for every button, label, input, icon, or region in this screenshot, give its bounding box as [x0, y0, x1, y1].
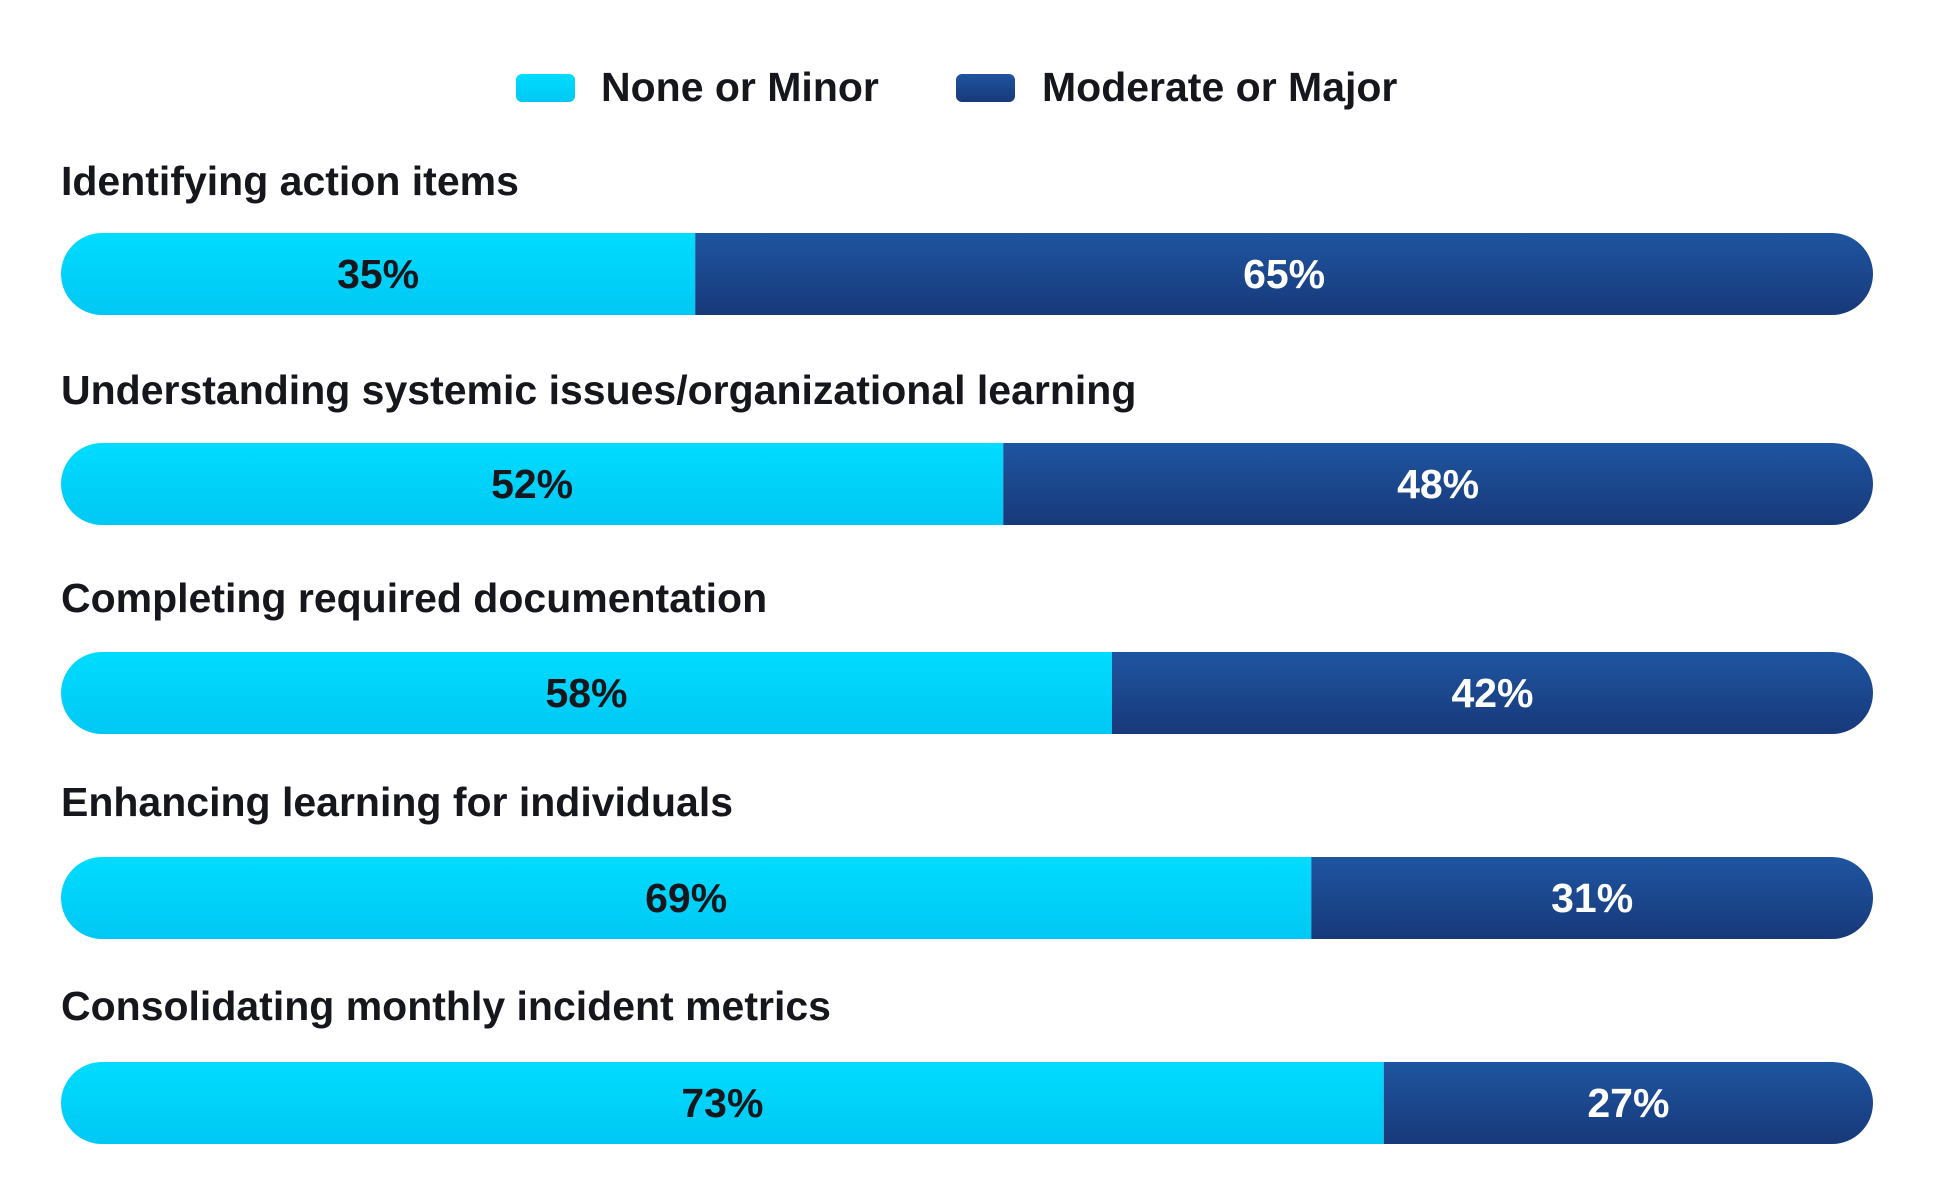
bar-segment-none-or-minor: [61, 652, 1112, 734]
category-label: Identifying action items: [61, 158, 519, 204]
bar-row: Identifying action items 35% 65%: [61, 158, 1874, 315]
data-label-none-or-minor: 52%: [491, 461, 573, 507]
data-label-none-or-minor: 35%: [337, 251, 419, 297]
legend-swatch-none-or-minor: [516, 74, 575, 102]
bar-segment-none-or-minor: [61, 233, 696, 315]
data-label-none-or-minor: 69%: [645, 875, 727, 921]
data-label-moderate-or-major: 42%: [1451, 670, 1533, 716]
bar-segment-none-or-minor: [61, 1062, 1384, 1144]
bar-segment-moderate-or-major: [1003, 443, 1873, 525]
data-label-moderate-or-major: 27%: [1587, 1080, 1669, 1126]
data-label-none-or-minor: 58%: [545, 670, 627, 716]
chart-rows: Identifying action items 35% 65% Understand…: [61, 158, 1874, 1144]
bar-segment-moderate-or-major: [695, 233, 1874, 315]
legend-label-moderate-or-major: Moderate or Major: [1042, 64, 1397, 110]
legend-swatch-moderate-or-major: [956, 74, 1015, 102]
data-label-moderate-or-major: 48%: [1397, 461, 1479, 507]
bar-row: Enhancing learning for individuals 69% 31%: [61, 779, 1873, 939]
bar-row: Completing required documentation 58% 42%: [61, 575, 1873, 734]
data-label-moderate-or-major: 31%: [1551, 875, 1633, 921]
category-label: Completing required documentation: [61, 575, 767, 621]
bar-segment-moderate-or-major: [1311, 857, 1873, 939]
bar-row: Understanding systemic issues/organizati…: [61, 367, 1873, 525]
data-label-moderate-or-major: 65%: [1243, 251, 1325, 297]
bar-segment-moderate-or-major: [1111, 652, 1873, 734]
legend: None or Minor Moderate or Major: [516, 64, 1397, 110]
bar-segment-none-or-minor: [61, 443, 1004, 525]
bar-segment-none-or-minor: [61, 857, 1312, 939]
legend-label-none-or-minor: None or Minor: [601, 64, 879, 110]
bar-row: Consolidating monthly incident metrics 73…: [61, 983, 1873, 1144]
category-label: Understanding systemic issues/organizati…: [61, 367, 1136, 413]
bar-segment-moderate-or-major: [1383, 1062, 1873, 1144]
category-label: Enhancing learning for individuals: [61, 779, 733, 825]
category-label: Consolidating monthly incident metrics: [61, 983, 831, 1029]
data-label-none-or-minor: 73%: [681, 1080, 763, 1126]
